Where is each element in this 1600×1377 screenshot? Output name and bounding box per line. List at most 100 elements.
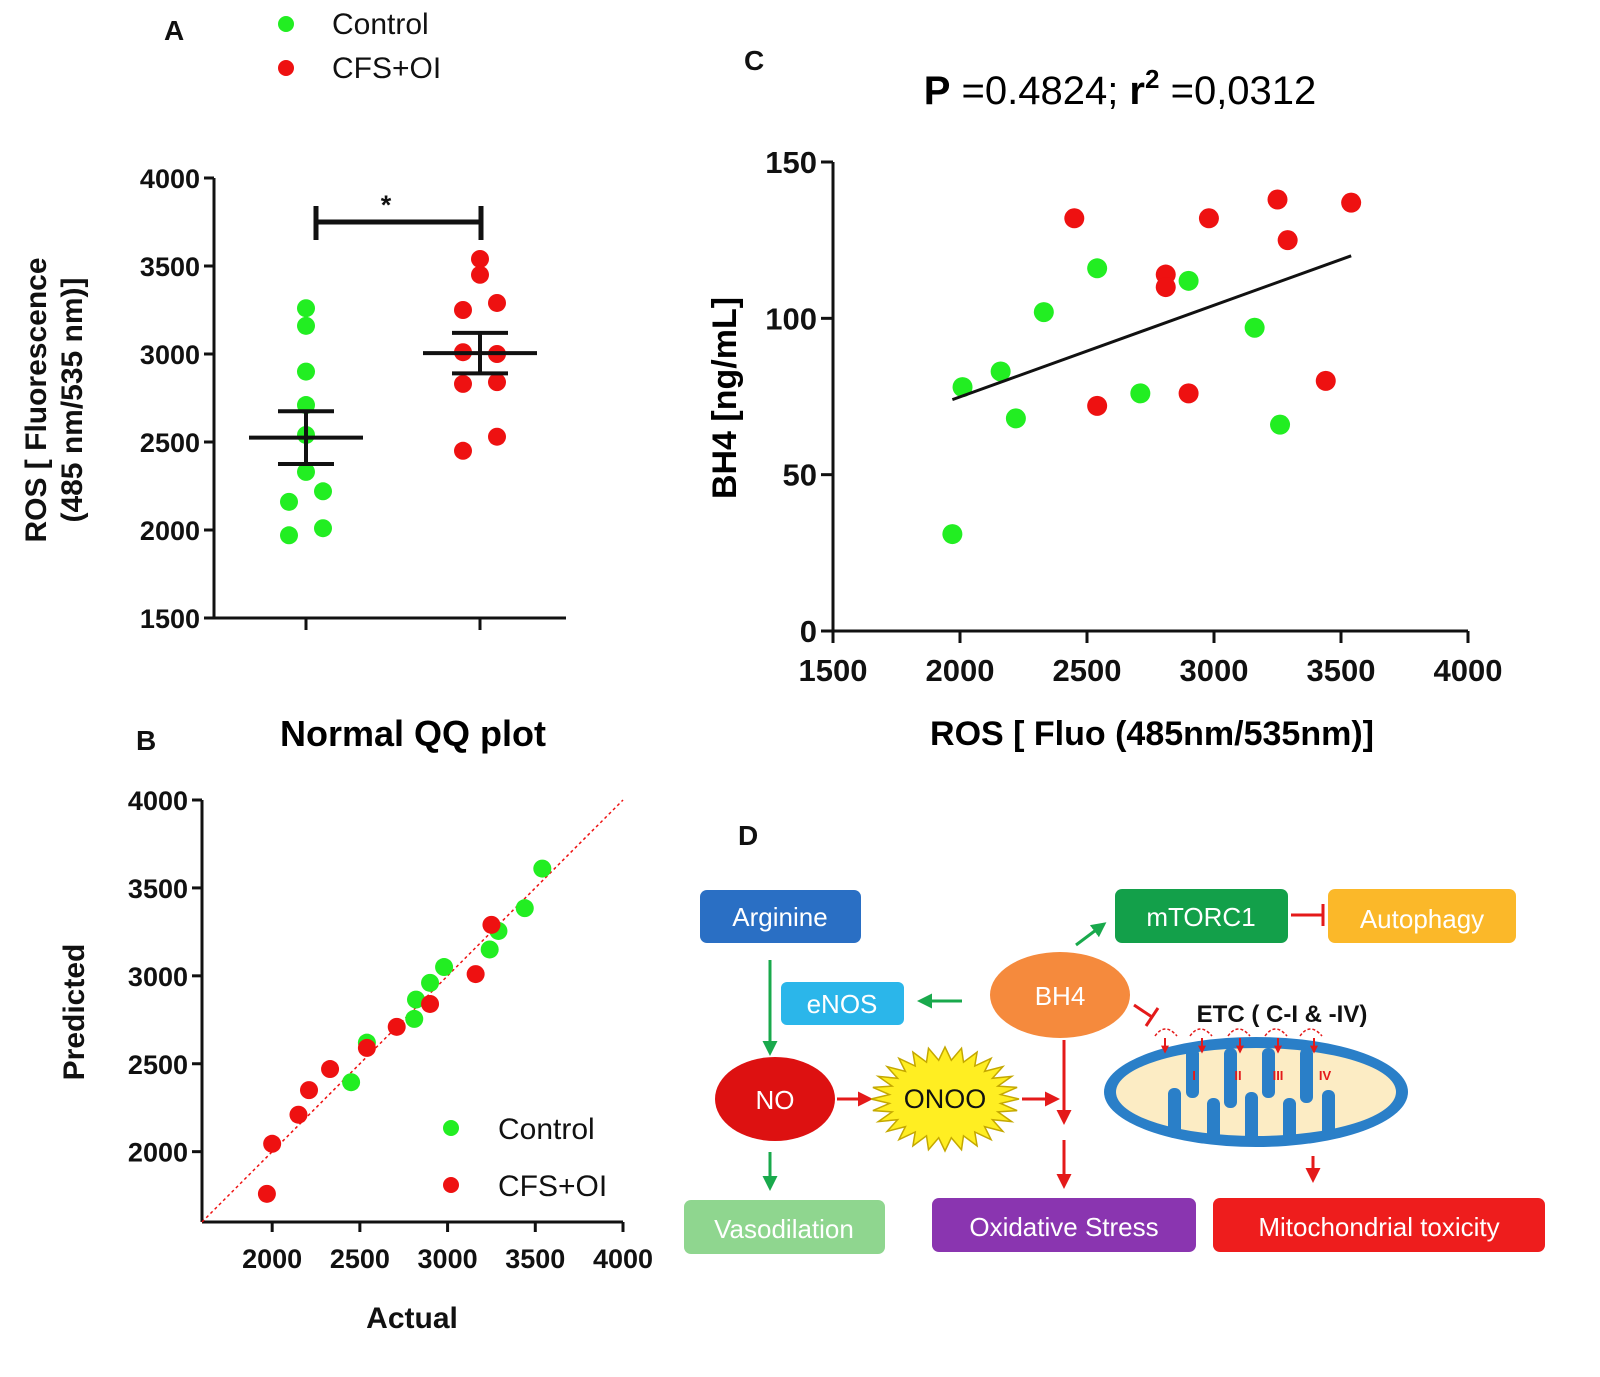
no-node xyxy=(715,1057,835,1141)
data-point-control xyxy=(280,492,298,511)
data-point-cfs-oi xyxy=(466,965,485,984)
arginine-box xyxy=(700,890,861,943)
data-point-control xyxy=(480,940,499,959)
data-point-control xyxy=(1087,258,1108,279)
data-point-cfs-oi xyxy=(482,915,501,934)
legend-cfs-marker xyxy=(443,1177,459,1193)
legend-cfs-marker xyxy=(278,60,294,76)
data-point-cfs-oi xyxy=(471,249,489,268)
panel-c-letter: C xyxy=(744,45,764,76)
panel-a-mean-sem xyxy=(249,330,537,466)
data-point-cfs-oi xyxy=(1315,370,1336,391)
onoo-burst xyxy=(870,1045,1020,1153)
mitochondrion-icon: I II III IV xyxy=(1104,1028,1408,1147)
data-point-control xyxy=(297,299,315,318)
title-r-value: =0,0312 xyxy=(1159,69,1316,113)
panel-b: B Normal QQ plot Actual Predicted 2000 25… xyxy=(58,713,653,1335)
panel-d: D Arginine eNOS NO ONOO BH4 mTORC1 xyxy=(684,820,1545,1254)
data-point-control xyxy=(1033,302,1054,323)
x-tick-label: 3000 xyxy=(1180,653,1249,688)
panel-c-axes: 0 50 100 150 1500 2000 2500 3000 3500 4000 xyxy=(765,145,1502,688)
data-point-control xyxy=(297,462,315,481)
x-tick-label: 1500 xyxy=(799,653,868,688)
panel-b-points xyxy=(257,859,552,1203)
enos-box xyxy=(781,982,904,1025)
panel-b-ylabel: Predicted xyxy=(58,944,91,1081)
mitochondrial-toxicity-box xyxy=(1213,1198,1545,1252)
data-point-control xyxy=(533,859,552,878)
y-tick-label: 4000 xyxy=(140,164,200,194)
bh4-to-mtorc1-arrow xyxy=(1075,922,1107,947)
autophagy-box xyxy=(1328,889,1516,943)
panel-a-points xyxy=(280,249,506,545)
data-point-control xyxy=(435,958,454,977)
data-point-control xyxy=(280,526,298,545)
panel-b-legend: Control CFS+OI xyxy=(443,1113,607,1203)
arginine-label: Arginine xyxy=(732,902,827,932)
y-tick-label: 50 xyxy=(783,458,817,493)
panel-c: C P =0.4824; r2 =0,0312 ROS [ Fluo (485n… xyxy=(706,45,1502,753)
mtorc1-box xyxy=(1115,889,1288,943)
bh4-inhibits-etc xyxy=(1133,1003,1160,1027)
data-point-cfs-oi xyxy=(1277,230,1298,251)
mitochondrial-toxicity-label: Mitochondrial toxicity xyxy=(1258,1212,1499,1242)
x-tick-label: 3500 xyxy=(1307,653,1376,688)
y-tick-label: 100 xyxy=(765,301,817,336)
data-point-cfs-oi xyxy=(454,441,472,460)
data-point-control xyxy=(314,519,332,538)
vasodilation-label: Vasodilation xyxy=(714,1214,854,1244)
data-point-cfs-oi xyxy=(454,301,472,319)
etc-label: ETC ( C-I & -IV) xyxy=(1197,1001,1368,1028)
oxidative-stress-box xyxy=(932,1198,1196,1252)
oxidative-stress-label: Oxidative Stress xyxy=(969,1212,1158,1242)
data-point-control xyxy=(297,362,315,381)
data-point-control xyxy=(297,316,315,335)
mtorc1-label: mTORC1 xyxy=(1146,902,1255,932)
y-tick-label: 2000 xyxy=(140,516,200,546)
data-point-control xyxy=(342,1073,361,1092)
data-point-cfs-oi xyxy=(488,373,506,392)
data-point-control xyxy=(1244,317,1265,338)
y-tick-label: 0 xyxy=(800,614,817,649)
data-point-cfs-oi xyxy=(1198,208,1219,229)
panel-b-xlabel: Actual xyxy=(366,1302,458,1335)
panel-c-points xyxy=(942,189,1362,545)
data-point-cfs-oi xyxy=(421,994,440,1013)
title-r-label: r xyxy=(1129,69,1145,113)
panel-a-ylabel-line2: (485 nm/535 nm)] xyxy=(56,277,89,522)
data-point-cfs-oi xyxy=(300,1081,319,1100)
complex-label: III xyxy=(1273,1068,1284,1083)
data-point-cfs-oi xyxy=(263,1134,282,1153)
data-point-control xyxy=(990,361,1011,382)
y-tick-label: 2500 xyxy=(140,428,200,458)
data-point-control xyxy=(942,524,963,545)
data-point-cfs-oi xyxy=(321,1060,340,1079)
legend-control-label: Control xyxy=(498,1113,595,1146)
x-tick-label: 2000 xyxy=(242,1244,302,1274)
data-point-control xyxy=(407,990,426,1009)
x-tick-label: 2500 xyxy=(1053,653,1122,688)
data-point-control xyxy=(515,899,534,918)
significance-star: * xyxy=(381,190,392,220)
panel-b-axes: 2000 2500 3000 3500 4000 2000 2500 3000 3500 4000 xyxy=(128,786,653,1274)
panel-a-legend: Control CFS+OI xyxy=(278,8,441,85)
bh4-node xyxy=(990,952,1130,1038)
x-tick-label: 3000 xyxy=(418,1244,478,1274)
legend-cfs-label: CFS+OI xyxy=(332,52,441,85)
enos-label: eNOS xyxy=(807,989,878,1019)
panel-a: A Control CFS+OI ROS [ Fluorescence (485… xyxy=(20,8,566,634)
y-tick-label: 150 xyxy=(765,145,817,180)
x-tick-label: 4000 xyxy=(593,1244,653,1274)
y-tick-label: 3500 xyxy=(128,874,188,904)
data-point-cfs-oi xyxy=(1155,277,1176,298)
data-point-control xyxy=(421,973,440,992)
data-point-cfs-oi xyxy=(471,265,489,284)
data-point-cfs-oi xyxy=(1064,208,1085,229)
legend-control-marker xyxy=(278,16,294,32)
title-r-sup: 2 xyxy=(1145,64,1159,94)
data-point-control xyxy=(314,482,332,501)
bh4-label: BH4 xyxy=(1035,981,1086,1011)
x-tick-label: 4000 xyxy=(1434,653,1503,688)
data-point-control xyxy=(1130,383,1151,404)
